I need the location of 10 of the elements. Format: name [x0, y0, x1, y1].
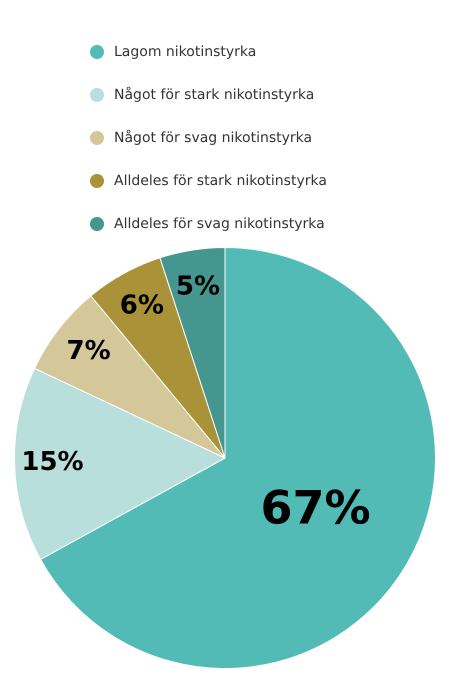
legend-label: Något för stark nikotinstyrka [114, 86, 314, 102]
legend-label: Lagom nikotinstyrka [114, 44, 256, 60]
legend-label: Alldeles för svag nikotinstyrka [114, 216, 325, 232]
legend-label: Något för svag nikotinstyrka [114, 130, 312, 146]
data-label: 15% [21, 447, 84, 478]
data-label: 67% [260, 480, 371, 535]
legend-label: Alldeles för stark nikotinstyrka [114, 172, 327, 188]
data-label: 5% [176, 271, 220, 302]
data-label: 6% [120, 290, 164, 320]
data-label: 7% [66, 336, 111, 366]
